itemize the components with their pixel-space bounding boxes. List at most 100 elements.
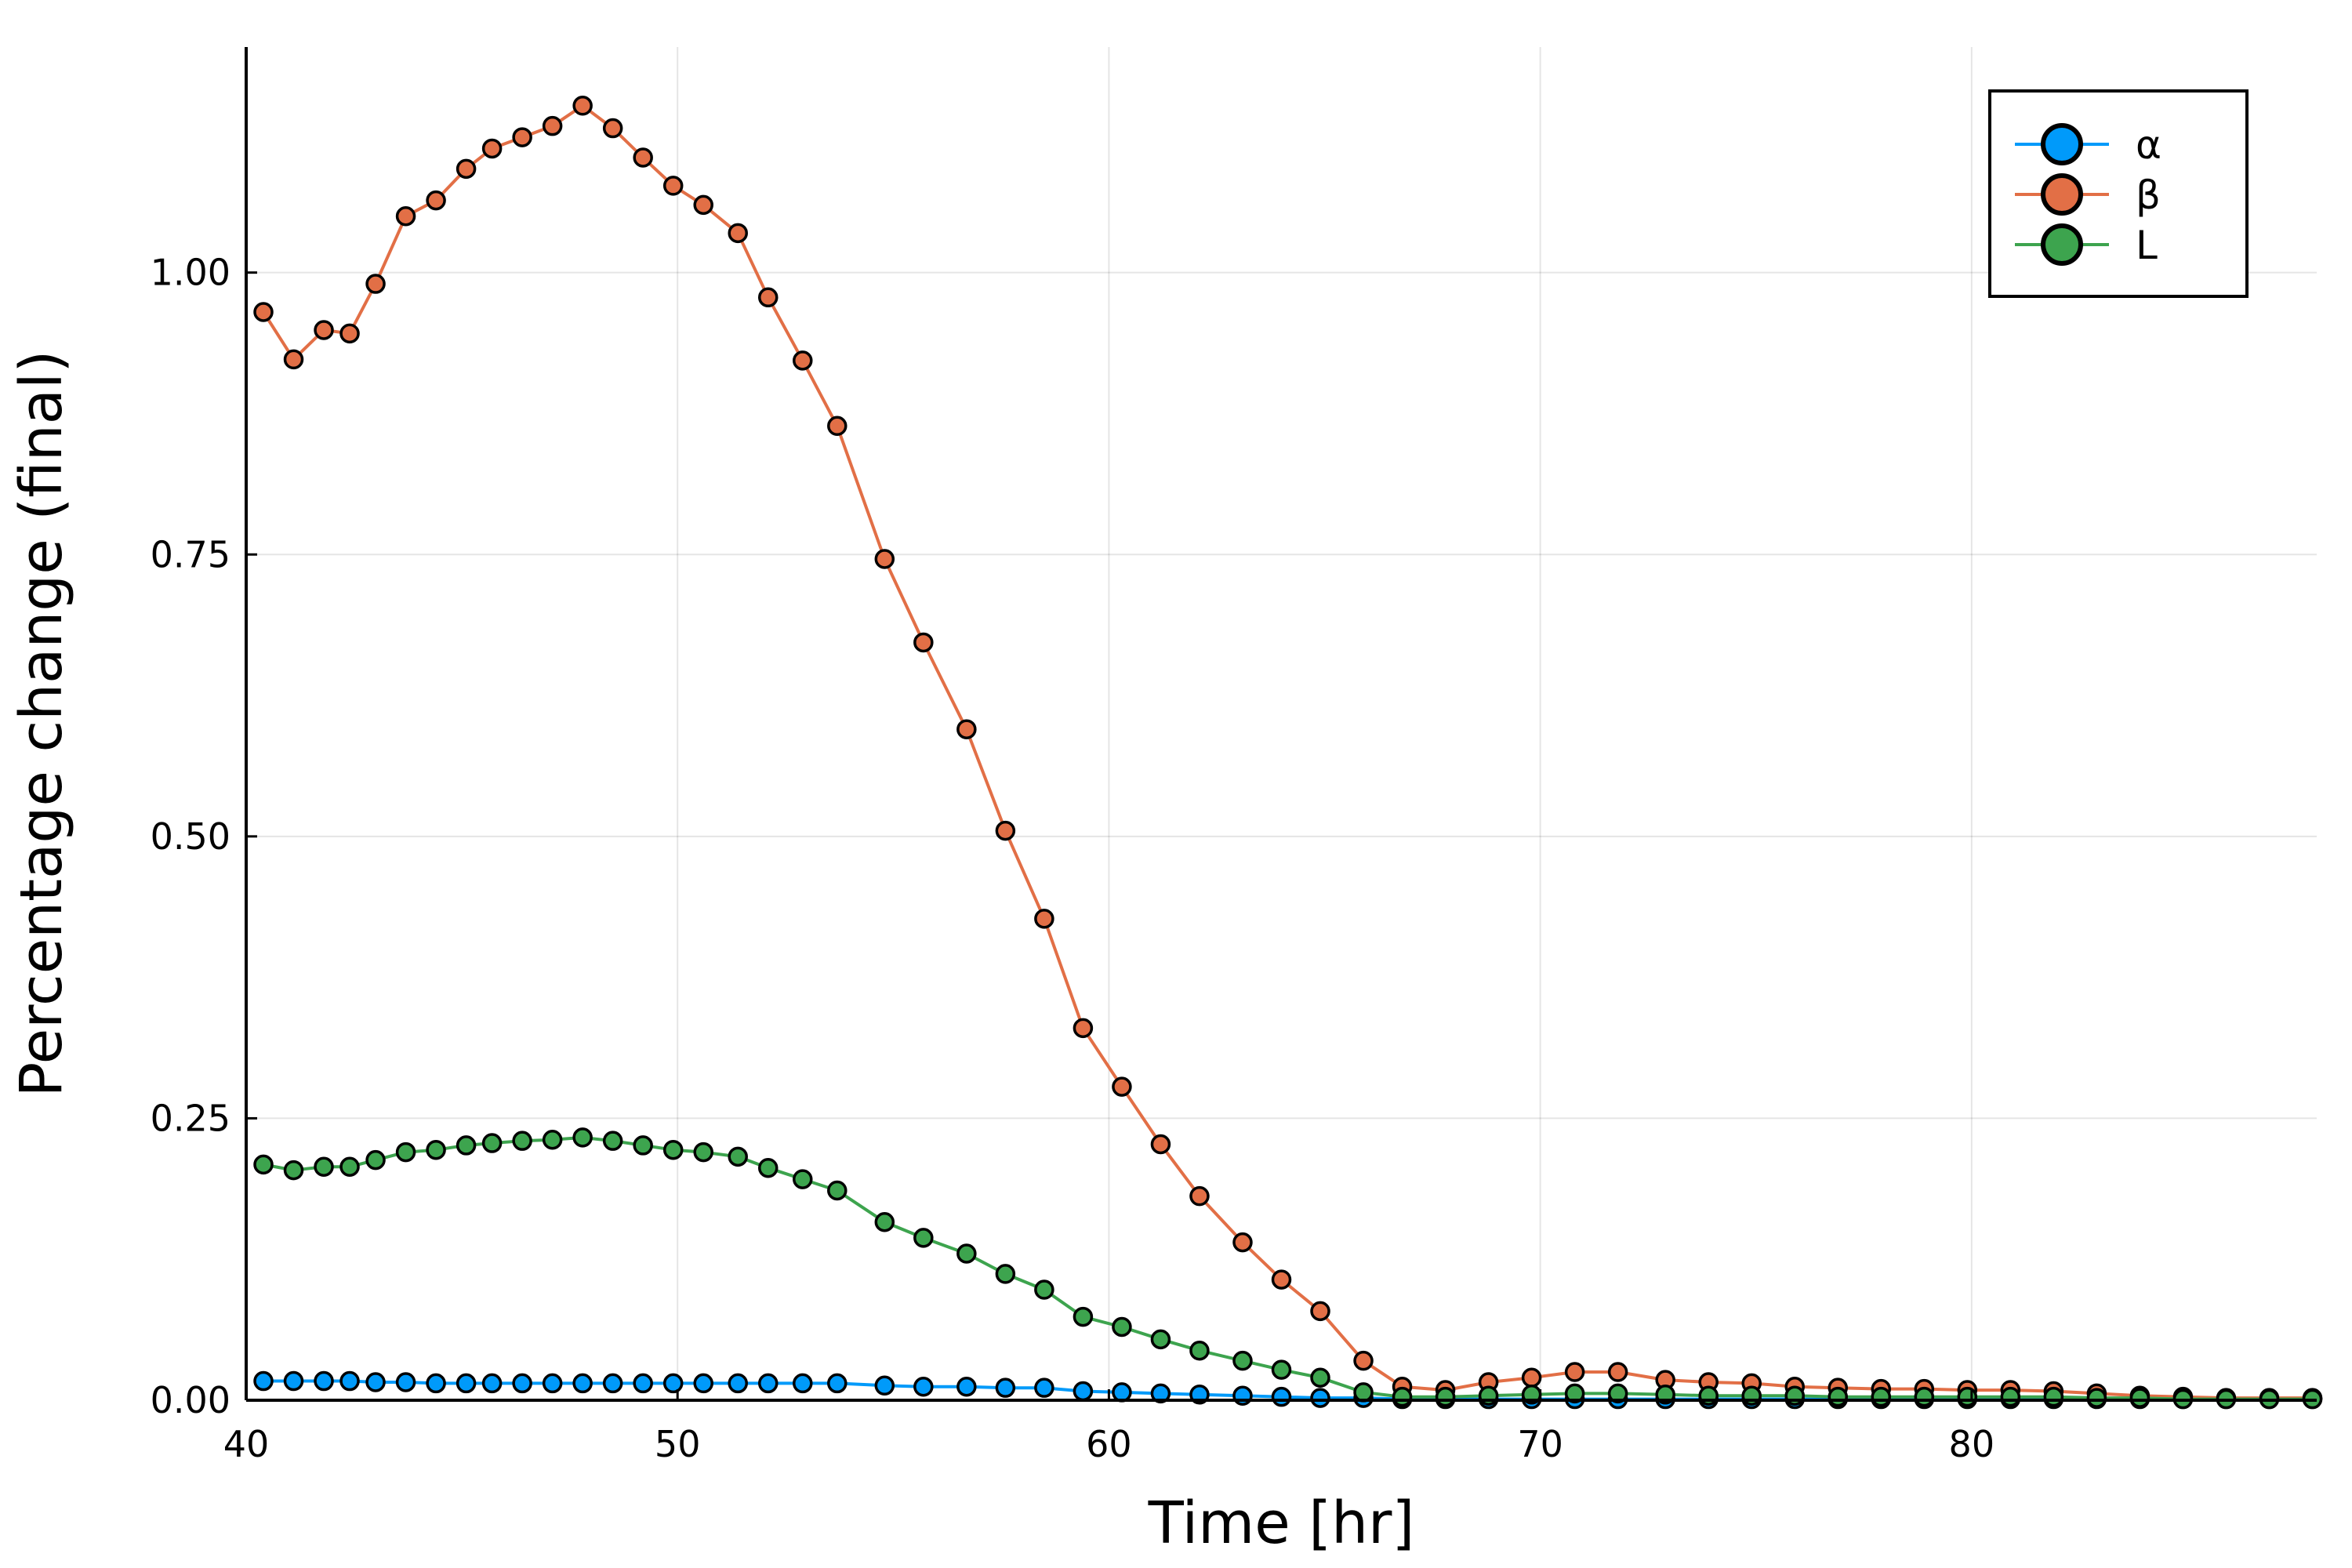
data-point-2-33 <box>1392 1386 1413 1407</box>
data-point-0-12 <box>602 1373 623 1394</box>
data-point-1-28 <box>1189 1185 1210 1207</box>
data-point-2-18 <box>793 1169 813 1189</box>
data-point-0-21 <box>913 1376 934 1397</box>
data-point-0-9 <box>512 1373 532 1394</box>
legend-label-2: L <box>2136 223 2158 268</box>
data-point-1-31 <box>1310 1301 1330 1322</box>
data-point-0-0 <box>253 1370 274 1392</box>
data-point-0-5 <box>395 1372 416 1392</box>
data-point-2-6 <box>426 1139 446 1160</box>
data-point-0-19 <box>827 1373 848 1394</box>
data-point-2-12 <box>602 1131 623 1151</box>
data-point-1-12 <box>602 118 623 139</box>
data-point-2-3 <box>339 1156 360 1178</box>
data-point-2-13 <box>633 1135 653 1156</box>
data-point-2-2 <box>314 1156 334 1178</box>
data-point-2-27 <box>1150 1329 1171 1350</box>
data-point-0-23 <box>995 1377 1016 1398</box>
data-point-2-4 <box>365 1149 386 1171</box>
data-point-0-20 <box>874 1375 895 1396</box>
data-point-1-4 <box>365 274 386 294</box>
x-tick-label-3: 70 <box>1517 1423 1563 1465</box>
data-point-1-27 <box>1150 1134 1171 1155</box>
data-point-2-1 <box>283 1160 304 1181</box>
data-point-1-20 <box>874 549 895 569</box>
data-point-0-6 <box>426 1373 446 1394</box>
data-point-0-14 <box>662 1373 684 1394</box>
data-point-2-15 <box>693 1142 713 1163</box>
data-point-2-5 <box>395 1142 416 1163</box>
data-point-2-7 <box>456 1135 477 1156</box>
data-point-0-1 <box>283 1370 304 1392</box>
data-point-0-30 <box>1271 1386 1292 1407</box>
data-point-2-20 <box>874 1211 895 1232</box>
data-point-2-19 <box>827 1180 848 1201</box>
legend-label-1: β <box>2136 172 2161 218</box>
data-point-0-13 <box>633 1373 653 1394</box>
data-point-1-3 <box>339 323 360 344</box>
data-point-0-10 <box>542 1373 563 1394</box>
legend: αβL <box>1988 89 2249 298</box>
data-point-1-21 <box>913 632 934 653</box>
data-point-1-1 <box>283 349 304 370</box>
data-point-1-10 <box>542 115 563 136</box>
data-point-0-16 <box>728 1373 748 1394</box>
series-2 <box>253 1127 2323 1410</box>
data-point-2-43 <box>1828 1386 1849 1407</box>
legend-marker-0 <box>2041 123 2083 165</box>
data-point-1-19 <box>827 416 848 437</box>
data-point-2-22 <box>956 1243 977 1264</box>
y-tick-label-1: 0.25 <box>151 1097 230 1139</box>
data-point-0-25 <box>1073 1381 1094 1402</box>
data-point-2-48 <box>2043 1386 2064 1407</box>
data-point-0-15 <box>693 1373 713 1394</box>
legend-marker-2 <box>2041 223 2083 266</box>
data-point-1-13 <box>633 147 653 168</box>
data-point-1-23 <box>995 820 1016 841</box>
data-point-1-11 <box>572 96 593 116</box>
data-point-1-5 <box>395 206 416 227</box>
data-point-2-47 <box>2000 1386 2021 1407</box>
data-point-1-16 <box>728 223 748 244</box>
data-point-2-24 <box>1034 1279 1054 1300</box>
data-point-0-26 <box>1112 1382 1132 1403</box>
data-point-0-27 <box>1150 1383 1171 1404</box>
data-point-1-37 <box>1564 1362 1585 1382</box>
data-point-1-25 <box>1073 1018 1094 1039</box>
data-point-1-9 <box>512 127 532 147</box>
data-point-2-17 <box>758 1157 779 1178</box>
data-point-1-38 <box>1607 1362 1628 1382</box>
data-point-0-8 <box>481 1373 503 1394</box>
data-point-0-24 <box>1034 1377 1054 1398</box>
data-point-1-36 <box>1521 1367 1542 1388</box>
data-point-1-7 <box>456 158 477 180</box>
data-point-1-6 <box>426 190 446 211</box>
data-point-0-3 <box>339 1370 360 1392</box>
data-point-2-32 <box>1353 1382 1374 1403</box>
data-point-2-28 <box>1189 1340 1210 1361</box>
x-tick-label-1: 50 <box>655 1423 701 1465</box>
data-point-2-31 <box>1310 1367 1330 1388</box>
y-tick-label-0: 0.00 <box>151 1379 230 1421</box>
x-tick-label-0: 40 <box>223 1423 270 1465</box>
data-point-1-14 <box>662 176 684 196</box>
x-axis-label: Time [hr] <box>1148 1490 1415 1557</box>
data-point-0-2 <box>314 1370 334 1392</box>
data-point-2-25 <box>1073 1306 1094 1327</box>
data-point-2-44 <box>1871 1386 1892 1407</box>
data-point-2-23 <box>995 1264 1016 1284</box>
data-point-2-10 <box>542 1129 563 1150</box>
x-tick-label-4: 80 <box>1949 1423 1995 1465</box>
data-point-2-0 <box>253 1154 274 1175</box>
data-point-2-9 <box>512 1131 532 1151</box>
legend-marker-1 <box>2041 173 2083 216</box>
data-point-2-11 <box>572 1127 593 1148</box>
legend-label-0: α <box>2136 122 2161 168</box>
data-point-0-7 <box>456 1373 477 1394</box>
data-point-2-14 <box>662 1139 684 1160</box>
data-point-1-8 <box>481 138 503 159</box>
data-point-2-30 <box>1271 1359 1292 1380</box>
data-point-1-18 <box>793 350 813 371</box>
data-point-1-29 <box>1232 1232 1253 1253</box>
